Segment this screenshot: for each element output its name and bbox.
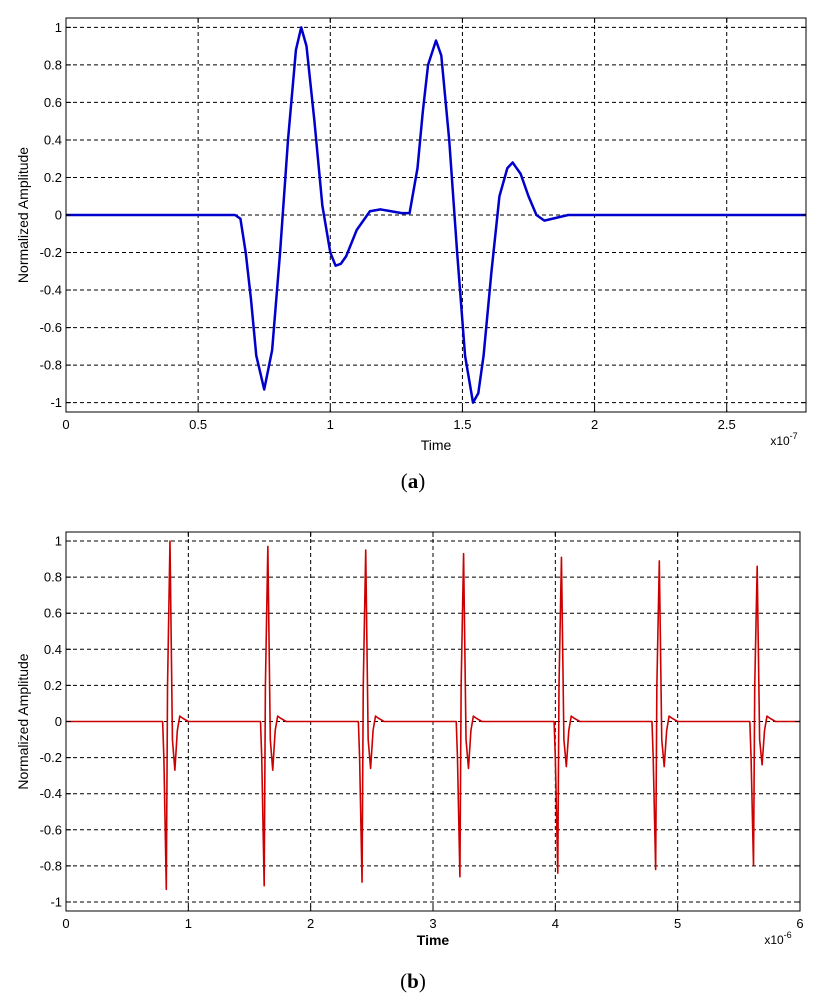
x-tick-label: 0 (62, 417, 69, 432)
panel-b-caption: (b) (400, 969, 426, 993)
y-tick-label: 0.6 (44, 606, 62, 621)
x-tick-label: 2.5 (718, 417, 736, 432)
y-tick-label: 0.8 (44, 57, 62, 72)
y-tick-label: -0.2 (40, 245, 62, 260)
y-tick-label: 0 (55, 714, 62, 729)
y-tick-label: 1 (55, 534, 62, 549)
y-tick-label: 0.8 (44, 570, 62, 585)
y-tick-label: -0.8 (40, 358, 62, 373)
y-tick-label: -0.6 (40, 320, 62, 335)
panel-a-caption: (a) (401, 469, 426, 493)
panel-a-caption-letter: a (408, 469, 419, 493)
x-tick-label: 1 (327, 417, 334, 432)
y-tick-label: -0.2 (40, 750, 62, 765)
x-tick-label: 0 (62, 916, 69, 931)
y-tick-label: -1 (50, 894, 62, 909)
y-tick-label: -1 (50, 395, 62, 410)
panel-b-chart: 0 1 2 3 4 5 6 -1 -0.8 -0.6 -0.4 -0.2 0 0.2 0.4 0.6 0.8 1 T… (15, 531, 804, 948)
x-tick-label: 2 (591, 417, 598, 432)
series-line (66, 26, 806, 404)
panel-a-chart: 0 0.5 1 1.5 2 2.5 -1 -0.8 -0.6 -0.4 -0.2 0 0.2 0.4 0.6… (15, 17, 807, 453)
y-tick-label: 0.6 (44, 95, 62, 110)
y-tick-label: -0.6 (40, 822, 62, 837)
y-tick-label: 0.4 (44, 132, 62, 147)
y-tick-label: 0 (55, 208, 62, 223)
y-axis-label: Normalized Amplitude (15, 653, 31, 789)
series-line (66, 540, 800, 891)
x-exponent-label: x10-7 (770, 431, 797, 448)
x-axis-label: Time (421, 437, 452, 453)
x-tick-label: 4 (552, 916, 559, 931)
y-tick-label: -0.4 (40, 283, 62, 298)
y-tick-label: 0.4 (44, 642, 62, 657)
x-tick-label: 0.5 (189, 417, 207, 432)
x-tick-label: 1.5 (453, 417, 471, 432)
x-tick-label: 2 (307, 916, 314, 931)
y-tick-label: -0.8 (40, 858, 62, 873)
panel-b-caption-letter: b (407, 969, 419, 993)
y-tick-label: 0.2 (44, 678, 62, 693)
x-axis-label: Time (417, 932, 450, 948)
x-tick-label: 1 (185, 916, 192, 931)
y-tick-label: 1 (55, 20, 62, 35)
x-exponent-label: x10-6 (764, 930, 791, 947)
x-tick-label: 3 (429, 916, 436, 931)
y-tick-label: -0.4 (40, 786, 62, 801)
x-tick-label: 6 (796, 916, 803, 931)
y-tick-label: 0.2 (44, 170, 62, 185)
x-tick-label: 5 (674, 916, 681, 931)
y-axis-label: Normalized Amplitude (15, 147, 31, 283)
